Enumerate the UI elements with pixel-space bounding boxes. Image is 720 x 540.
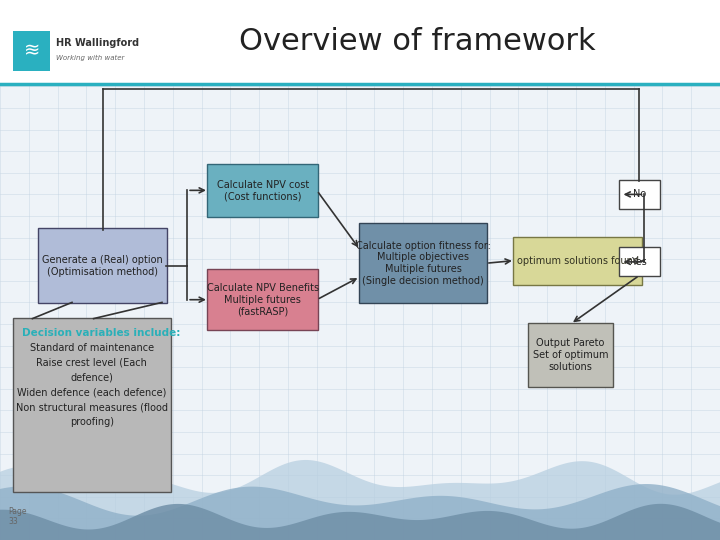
Text: HR Wallingford: HR Wallingford [56,38,139,48]
Bar [13,31,50,71]
FancyBboxPatch shape [207,269,318,330]
Text: Working with water: Working with water [56,55,125,61]
Text: ≋: ≋ [24,42,40,60]
Text: No: No [633,190,646,199]
Text: optimum solutions found: optimum solutions found [517,255,639,266]
FancyBboxPatch shape [513,237,642,285]
FancyBboxPatch shape [619,180,660,209]
Polygon shape [0,504,720,540]
Text: Standard of maintenance
Raise crest level (Each
defence)
Widen defence (each def: Standard of maintenance Raise crest leve… [16,343,168,427]
Text: Calculate option fitness for:
Multiple objectives
Multiple futures
(Single decis: Calculate option fitness for: Multiple o… [356,241,490,286]
Text: Decision variables include:: Decision variables include: [22,328,180,339]
Polygon shape [0,460,720,540]
FancyBboxPatch shape [359,223,487,303]
Polygon shape [0,484,720,540]
Text: Calculate NPV Benefits
Multiple futures
(fastRASP): Calculate NPV Benefits Multiple futures … [207,283,319,316]
Text: Yes: Yes [631,257,647,267]
FancyBboxPatch shape [207,164,318,217]
FancyBboxPatch shape [13,318,171,492]
FancyBboxPatch shape [619,247,660,276]
Bar [0,0,720,84]
Text: Page
33: Page 33 [9,507,27,526]
Text: Overview of framework: Overview of framework [239,28,596,56]
FancyBboxPatch shape [38,228,167,303]
FancyBboxPatch shape [528,323,613,387]
Text: Output Pareto
Set of optimum
solutions: Output Pareto Set of optimum solutions [533,339,608,372]
Text: Calculate NPV cost
(Cost functions): Calculate NPV cost (Cost functions) [217,179,309,201]
Text: Generate a (Real) option
(Optimisation method): Generate a (Real) option (Optimisation m… [42,255,163,276]
